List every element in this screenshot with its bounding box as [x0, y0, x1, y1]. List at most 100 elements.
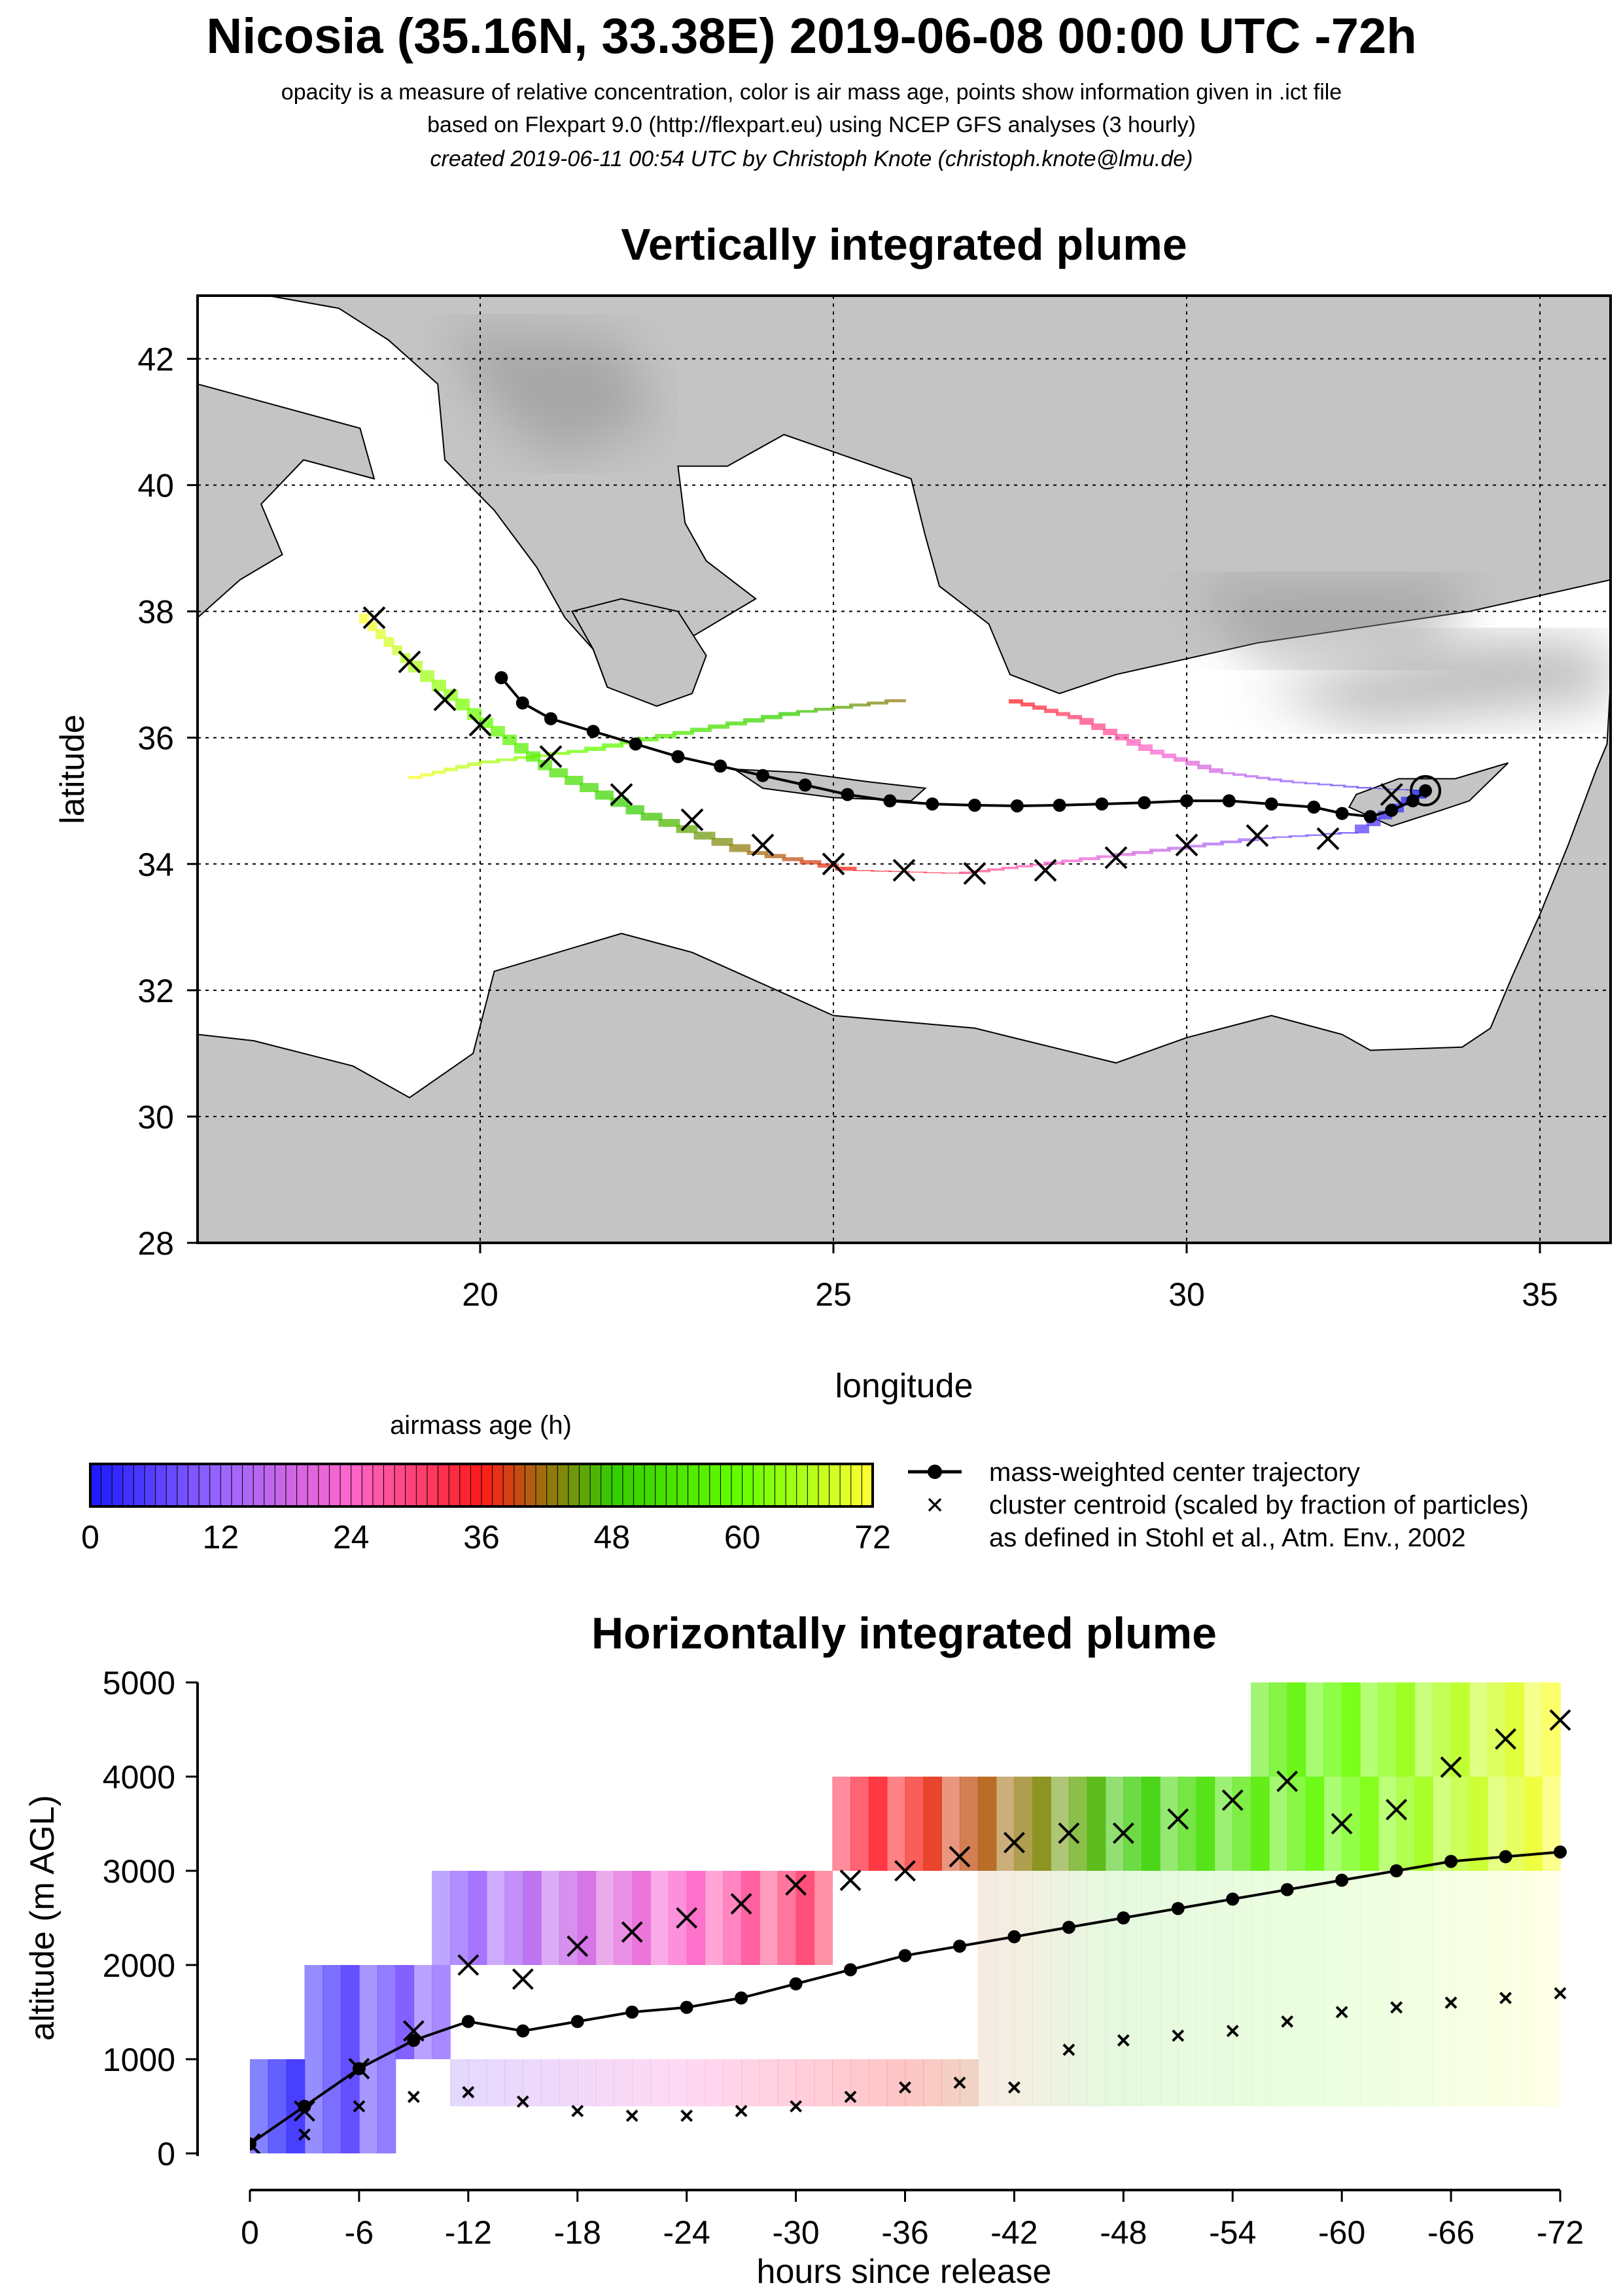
vertical-plume-cell	[1305, 1777, 1325, 1871]
vertical-plume-cell	[1159, 1777, 1179, 1871]
colorbar-tick-labels: 0 12 24 36 48 60 72	[81, 1519, 891, 1556]
land-levant	[198, 680, 1611, 1243]
vertical-plume-cell	[1378, 1871, 1397, 2106]
colorbar-cell	[111, 1463, 124, 1507]
map-x-tick-label: 25	[815, 1276, 852, 1313]
colorbar-cell	[122, 1463, 135, 1507]
colorbar-tick-label: 12	[203, 1519, 239, 1556]
vertical-plume-cell	[1087, 1777, 1106, 1871]
vertical-plume-cell	[358, 1965, 378, 2059]
colorbar-cell	[611, 1463, 624, 1507]
vertical-cluster-upper-mark	[1549, 1709, 1571, 1731]
colorbar-cell	[144, 1463, 156, 1507]
map-frame	[196, 294, 1612, 1244]
vertical-plume-cell	[1396, 1871, 1416, 2106]
vertical-plume-cell	[1414, 1871, 1434, 2106]
vertical-plume-cell	[1305, 1682, 1325, 1777]
vertical-plume-cell	[1359, 1682, 1379, 1777]
vertical-cluster-lower-mark	[1226, 2025, 1239, 2038]
vertical-y-label: altitude (m AGL)	[24, 1795, 61, 2041]
vertical-trajectory-layer	[250, 1709, 1571, 2153]
vertical-plume-cell	[358, 2059, 378, 2153]
colorbar-cell	[688, 1463, 700, 1507]
colorbar-cell	[177, 1463, 189, 1507]
vertical-center-point	[1335, 1873, 1349, 1887]
vertical-center-point	[680, 2000, 693, 2014]
vertical-cluster-upper-mark	[621, 1921, 643, 1943]
vertical-plume-cell	[559, 1871, 578, 1965]
vertical-plume-cell	[1287, 1871, 1306, 2106]
vertical-cluster-upper-mark	[348, 2057, 370, 2079]
vertical-plume-cell	[941, 2059, 960, 2106]
land-peloponnese	[570, 598, 707, 707]
vertical-plume-cell	[1268, 1871, 1288, 2106]
vertical-plume-cell	[1105, 1871, 1125, 2106]
center-trajectory-point	[1419, 784, 1433, 797]
vertical-cluster-lower-mark	[516, 2095, 529, 2108]
chart-title: Nicosia (35.16N, 33.38E) 2019-06-08 00:0…	[206, 9, 1417, 64]
colorbar-cell	[698, 1463, 710, 1507]
colorbar-cell	[579, 1463, 591, 1507]
colorbar-cell	[470, 1463, 483, 1507]
colorbar-cell	[459, 1463, 472, 1507]
colorbar-cell	[383, 1463, 396, 1507]
vertical-plume-cell	[1396, 1777, 1416, 1871]
vertical-cluster-upper-mark	[1440, 1756, 1462, 1779]
center-trajectory-point	[586, 725, 600, 739]
vertical-y-tick-label: 3000	[103, 1853, 175, 1890]
vertical-plume-cell	[614, 2059, 633, 2106]
colorbar-cell	[622, 1463, 635, 1507]
vertical-plume-cell	[1378, 1777, 1397, 1871]
colorbar-cell	[90, 1463, 102, 1507]
vertical-plume-cell	[795, 2059, 815, 2106]
vertical-x-tick-label: -60	[1318, 2214, 1365, 2251]
colorbar-cell	[394, 1463, 406, 1507]
vertical-x-tick-label: -72	[1537, 2214, 1584, 2251]
vertical-x-tick-label: -30	[772, 2214, 819, 2251]
subtitle-opacity-note: opacity is a measure of relative concent…	[281, 80, 1342, 105]
vertical-plume-cell	[541, 1871, 560, 1965]
vertical-plume-cell	[886, 2059, 906, 2106]
vertical-plume-cell	[959, 2059, 979, 2106]
vertical-plume-cell	[1524, 1777, 1543, 1871]
colorbar-cell	[502, 1463, 515, 1507]
colorbar-cell	[318, 1463, 330, 1507]
vertical-plume-cell	[450, 1871, 469, 1965]
vertical-cluster-upper-mark	[949, 1845, 971, 1868]
legend-cross-swatch: ×	[926, 1487, 944, 1522]
center-trajectory-point	[515, 696, 529, 710]
colorbar-cell	[405, 1463, 417, 1507]
center-trajectory-point	[798, 778, 812, 792]
colorbar-cell	[285, 1463, 298, 1507]
vertical-title: Horizontally integrated plume	[591, 1609, 1217, 1658]
vertical-plume-cell	[941, 1777, 960, 1871]
vertical-plume-cell	[1451, 1871, 1470, 2106]
vertical-plume-cell	[1433, 1682, 1452, 1777]
colorbar-cell	[524, 1463, 537, 1507]
vertical-cluster-lower-mark	[735, 2104, 748, 2117]
vertical-cluster-upper-mark	[567, 1935, 589, 1957]
center-trajectory-point	[544, 712, 557, 725]
vertical-plume-cell	[977, 1871, 997, 2106]
vertical-plume-cell	[1287, 1682, 1306, 1777]
vertical-center-point	[407, 2034, 421, 2047]
colorbar-cell	[415, 1463, 428, 1507]
colorbar-cell	[307, 1463, 319, 1507]
vertical-plume-cell	[923, 1777, 942, 1871]
vertical-plume-cell	[686, 1871, 706, 1965]
vertical-center-point	[625, 2006, 639, 2019]
vertical-y-tick-label: 5000	[103, 1665, 175, 1701]
vertical-plume-cell	[1469, 1777, 1488, 1871]
legend: mass-weighted center trajectory × cluste…	[908, 1458, 1529, 1552]
vertical-plume-cell	[1505, 1871, 1525, 2106]
colorbar-cell	[839, 1463, 852, 1507]
vertical-center-point	[1444, 1854, 1458, 1868]
center-trajectory-point	[1385, 803, 1399, 817]
colorbar-cell	[220, 1463, 233, 1507]
vertical-plume-cell	[486, 2059, 506, 2106]
vertical-cluster-upper-mark	[294, 2100, 315, 2122]
map-x-axis: 20 25 30 35	[462, 1243, 1558, 1313]
vertical-cluster-upper-mark	[785, 1874, 807, 1896]
colorbar-cell	[676, 1463, 689, 1507]
